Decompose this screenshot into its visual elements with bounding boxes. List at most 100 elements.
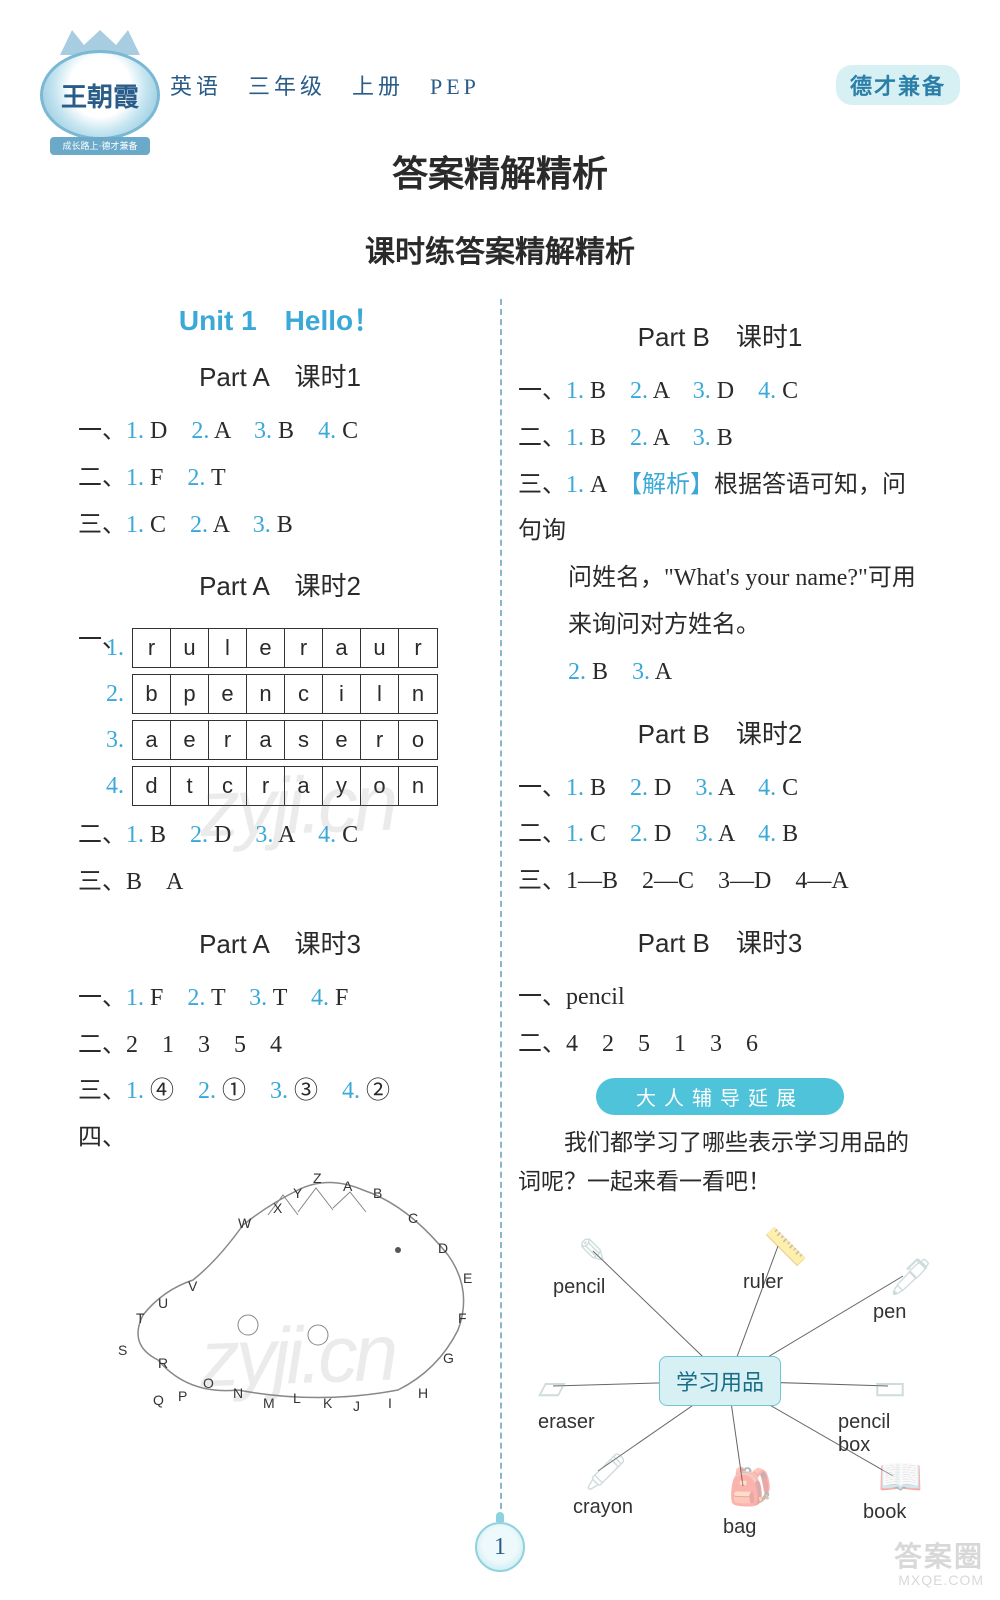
logo-ribbon: 成长路上·德才兼备 — [50, 137, 150, 155]
letter-cell: r — [361, 721, 399, 759]
letter-row: 4.dtcrayon — [80, 766, 482, 806]
section-partA3-title: Part A 课时3 — [78, 924, 482, 961]
bottom-right-watermark: 答案圈 MXQE.COM — [894, 1542, 984, 1588]
dino-letter: V — [188, 1278, 197, 1294]
dino-letter: J — [353, 1398, 360, 1414]
letter-row: 2.bpenciln — [80, 674, 482, 714]
ans-line: 一、1. F 2. T 3. T 4. F — [78, 975, 482, 1022]
ans-line: 三、1—B 2—C 3—D 4—A — [518, 858, 922, 905]
mindmap-icon: ▱ — [538, 1366, 566, 1408]
mindmap-icon: 🎒 — [728, 1466, 773, 1508]
letter-grid: 1.ruleraur2.bpenciln3.aerasero4.dtcrayon — [80, 628, 482, 806]
letter-cell: y — [323, 767, 361, 805]
letter-cell: a — [285, 767, 323, 805]
title-main: 答案精解精析 — [60, 145, 940, 197]
letter-cell: u — [171, 629, 209, 667]
dino-svg — [118, 1170, 478, 1410]
mindmap-label: pencil — [553, 1276, 605, 1299]
dino-letter: O — [203, 1375, 214, 1391]
letter-cell: o — [361, 767, 399, 805]
ans-line: 二、1. F 2. T — [78, 455, 482, 502]
section-partB1-title: Part B 课时1 — [518, 317, 922, 354]
ans-line: 三、1. ④ 2. ① 3. ③ 4. ② — [78, 1068, 482, 1115]
letter-cell: b — [133, 675, 171, 713]
mindmap-icon: 📖 — [878, 1456, 923, 1498]
letter-cell: e — [247, 629, 285, 667]
ans-line: 一、pencil — [518, 974, 922, 1021]
ans-line: 一、1. B 2. D 3. A 4. C — [518, 765, 922, 812]
letter-cell: i — [323, 675, 361, 713]
dino-letter: E — [463, 1270, 472, 1286]
mindmap: 学习用品 pencil✎ruler📏pen🖊pencil box▭book📖ba… — [518, 1211, 922, 1551]
left-column: Unit 1 Hello！ Part A 课时1 一、1. D 2. A 3. … — [60, 299, 500, 1549]
section-partA1-title: Part A 课时1 — [78, 357, 482, 394]
ans-line: 2. B 3. A — [568, 649, 922, 696]
ans-line: 三、1. C 2. A 3. B — [78, 502, 482, 549]
letter-cell: r — [209, 721, 247, 759]
ans-line: 二、4 2 5 1 3 6 — [518, 1021, 922, 1068]
header-right-badge: 德才兼备 — [836, 65, 960, 105]
letter-cell: a — [133, 721, 171, 759]
dino-letter: A — [343, 1178, 352, 1194]
mindmap-label: pencil box — [838, 1411, 922, 1457]
letter-cell: a — [247, 721, 285, 759]
letter-cell: n — [247, 675, 285, 713]
section-partB3-title: Part B 课时3 — [518, 923, 922, 960]
dino-letter: N — [233, 1385, 243, 1401]
ans-line: 二、1. C 2. D 3. A 4. B — [518, 811, 922, 858]
ans-line: 问姓名，"What's your name?"可用 — [568, 555, 922, 602]
letter-row: 1.ruleraur — [80, 628, 482, 668]
header-band: 英语 三年级 上册 PEP 德才兼备 — [0, 65, 1000, 105]
ans-line: 来询问对方姓名。 — [568, 602, 922, 649]
letter-cell: r — [133, 629, 171, 667]
dino-letter: B — [373, 1185, 382, 1201]
dino-letter: Y — [293, 1185, 302, 1201]
br-mark-2: MXQE.COM — [894, 1573, 984, 1588]
dino-letter: T — [136, 1310, 145, 1326]
letter-cell: u — [361, 629, 399, 667]
letter-cell: l — [361, 675, 399, 713]
dino-letter: P — [178, 1388, 187, 1404]
letter-cell: e — [323, 721, 361, 759]
dino-letter: R — [158, 1355, 168, 1371]
letter-cell: p — [171, 675, 209, 713]
dino-letter: F — [458, 1310, 467, 1326]
mindmap-label: pen — [873, 1301, 906, 1324]
dino-letter: M — [263, 1395, 275, 1411]
right-column: Part B 课时1 一、1. B 2. A 3. D 4. C 二、1. B … — [500, 299, 940, 1549]
letter-cell: e — [209, 675, 247, 713]
dino-letter: L — [293, 1390, 301, 1406]
mindmap-icon: 📏 — [763, 1226, 808, 1268]
letter-cell: o — [399, 721, 437, 759]
letter-cell: c — [209, 767, 247, 805]
letter-cell: n — [399, 767, 437, 805]
mindmap-label: bag — [723, 1516, 756, 1539]
letter-row: 3.aerasero — [80, 720, 482, 760]
dino-connect-dots: ZABXYCWDEFGHIJKLMNOPQRSTUV — [118, 1170, 478, 1410]
dino-letter: Q — [153, 1392, 164, 1408]
mindmap-label: ruler — [743, 1271, 783, 1294]
letter-cell: l — [209, 629, 247, 667]
mindmap-icon: 🖍 — [583, 1451, 629, 1493]
header-left-text: 英语 三年级 上册 PEP — [170, 69, 480, 101]
unit-title: Unit 1 Hello！ — [78, 299, 482, 339]
ans-line: 四、 — [78, 1115, 482, 1162]
mindmap-icon: 🖊 — [888, 1256, 934, 1298]
mindmap-label: crayon — [573, 1496, 633, 1519]
dino-letter: G — [443, 1350, 454, 1366]
letter-cell: d — [133, 767, 171, 805]
br-mark-1: 答案圈 — [894, 1542, 984, 1573]
dino-letter: X — [273, 1200, 282, 1216]
mindmap-icon: ▭ — [873, 1366, 907, 1408]
extend-text: 我们都学习了哪些表示学习用品的词呢？一起来看一看吧！ — [518, 1123, 922, 1201]
letter-cell: r — [247, 767, 285, 805]
letter-cell: r — [399, 629, 437, 667]
mindmap-label: eraser — [538, 1411, 595, 1434]
mindmap-center: 学习用品 — [659, 1356, 781, 1406]
dino-letter: S — [118, 1342, 127, 1358]
letter-cell: r — [285, 629, 323, 667]
dino-letter: U — [158, 1295, 168, 1311]
ans-line: 二、1. B 2. A 3. B — [518, 415, 922, 462]
letter-cell: c — [285, 675, 323, 713]
title-sub: 课时练答案精解精析 — [60, 227, 940, 271]
